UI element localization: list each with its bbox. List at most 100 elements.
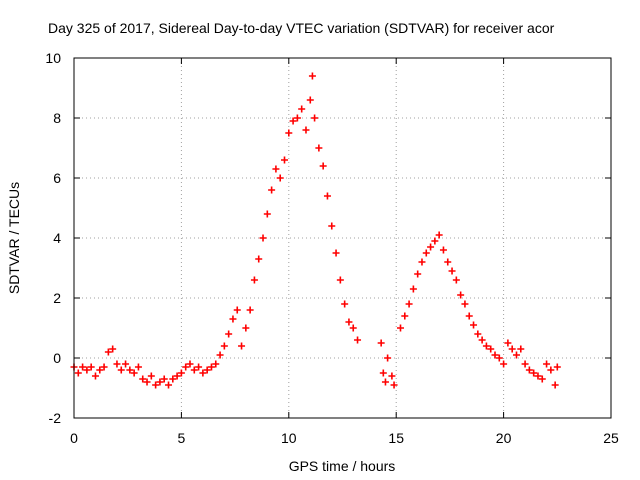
x-tick-label: 10 bbox=[281, 430, 297, 446]
data-point bbox=[543, 360, 551, 368]
data-points bbox=[70, 72, 561, 389]
data-point bbox=[156, 378, 164, 386]
data-point bbox=[100, 363, 108, 371]
data-point bbox=[328, 222, 336, 230]
data-point bbox=[547, 366, 555, 374]
data-point bbox=[500, 360, 508, 368]
data-point bbox=[169, 375, 177, 383]
data-point bbox=[465, 312, 473, 320]
data-point bbox=[349, 324, 357, 332]
data-point bbox=[229, 315, 237, 323]
data-point bbox=[508, 345, 516, 353]
y-tick-label: 2 bbox=[53, 290, 61, 306]
data-point bbox=[530, 369, 538, 377]
data-point bbox=[377, 339, 385, 347]
data-point bbox=[203, 366, 211, 374]
data-point bbox=[298, 105, 306, 113]
data-point bbox=[91, 372, 99, 380]
plot-frame bbox=[73, 57, 612, 419]
data-point bbox=[553, 363, 561, 371]
data-point bbox=[405, 300, 413, 308]
data-point bbox=[482, 342, 490, 350]
data-point bbox=[186, 360, 194, 368]
data-point bbox=[319, 162, 327, 170]
data-point bbox=[491, 351, 499, 359]
data-point bbox=[268, 186, 276, 194]
data-point bbox=[139, 375, 147, 383]
data-point bbox=[83, 366, 91, 374]
data-point bbox=[130, 369, 138, 377]
data-point bbox=[272, 165, 280, 173]
data-point bbox=[259, 234, 267, 242]
y-axis-label: SDTVAR / TECUs bbox=[6, 182, 22, 294]
data-point bbox=[225, 330, 233, 338]
data-point bbox=[427, 243, 435, 251]
data-point bbox=[122, 360, 130, 368]
data-point bbox=[517, 345, 525, 353]
data-point bbox=[246, 306, 254, 314]
data-point bbox=[87, 363, 95, 371]
data-point bbox=[96, 366, 104, 374]
data-point bbox=[306, 96, 314, 104]
data-point bbox=[281, 156, 289, 164]
data-point bbox=[422, 249, 430, 257]
data-point bbox=[315, 144, 323, 152]
data-point bbox=[255, 255, 263, 263]
data-point bbox=[388, 372, 396, 380]
data-point bbox=[160, 375, 168, 383]
data-point bbox=[285, 129, 293, 137]
data-point bbox=[109, 345, 117, 353]
data-point bbox=[152, 381, 160, 389]
data-point bbox=[311, 114, 319, 122]
data-point bbox=[551, 381, 559, 389]
data-point bbox=[525, 366, 533, 374]
data-point bbox=[250, 276, 258, 284]
data-point bbox=[242, 324, 250, 332]
data-point bbox=[418, 258, 426, 266]
data-point bbox=[461, 300, 469, 308]
grid bbox=[74, 58, 611, 418]
data-point bbox=[126, 366, 134, 374]
data-point bbox=[354, 336, 362, 344]
data-point bbox=[173, 372, 181, 380]
y-tick-label: 6 bbox=[53, 170, 61, 186]
data-point bbox=[220, 342, 228, 350]
data-point bbox=[74, 369, 82, 377]
data-point bbox=[134, 363, 142, 371]
data-point bbox=[147, 372, 155, 380]
data-point bbox=[263, 210, 271, 218]
data-point bbox=[165, 381, 173, 389]
data-point bbox=[384, 354, 392, 362]
data-point bbox=[216, 351, 224, 359]
data-point bbox=[238, 342, 246, 350]
data-point bbox=[431, 237, 439, 245]
data-point bbox=[396, 324, 404, 332]
data-point bbox=[276, 174, 284, 182]
data-point bbox=[521, 360, 529, 368]
y-tick-label: 8 bbox=[53, 110, 61, 126]
data-point bbox=[409, 285, 417, 293]
data-point bbox=[474, 330, 482, 338]
data-point bbox=[195, 363, 203, 371]
data-point bbox=[381, 378, 389, 386]
x-tick-label: 5 bbox=[178, 430, 186, 446]
data-point bbox=[341, 300, 349, 308]
y-tick-label: -2 bbox=[49, 410, 62, 426]
x-tick-label: 25 bbox=[603, 430, 619, 446]
data-point bbox=[336, 276, 344, 284]
data-point bbox=[308, 72, 316, 80]
data-point bbox=[444, 258, 452, 266]
data-point bbox=[448, 267, 456, 275]
data-point bbox=[439, 246, 447, 254]
data-point bbox=[104, 348, 112, 356]
data-point bbox=[233, 306, 241, 314]
data-point bbox=[177, 369, 185, 377]
data-point bbox=[435, 231, 443, 239]
data-point bbox=[495, 354, 503, 362]
y-tick-label: 4 bbox=[53, 230, 61, 246]
data-point bbox=[504, 339, 512, 347]
data-point bbox=[512, 351, 520, 359]
data-point bbox=[457, 291, 465, 299]
